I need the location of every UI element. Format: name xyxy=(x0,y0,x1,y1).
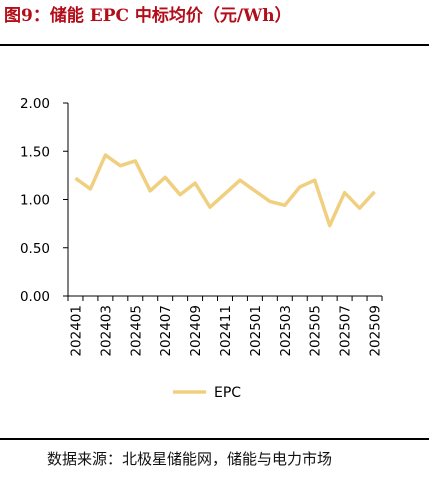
series-lines xyxy=(74,153,376,228)
x-tick-label: 202503 xyxy=(278,305,294,357)
legend: EPC xyxy=(173,385,241,401)
y-axis: 0.00 0.50 1.00 1.50 2.00 xyxy=(20,96,69,305)
legend-label: EPC xyxy=(214,385,241,401)
x-tick-label: 202403 xyxy=(98,305,114,357)
x-tick-label: 202405 xyxy=(128,305,144,357)
bottom-rule xyxy=(0,438,429,440)
x-axis: 202401 202403 202405 202407 202409 202411 2025… xyxy=(67,295,384,357)
y-tick-label: 0.50 xyxy=(20,241,50,257)
series-line-0 xyxy=(74,153,376,228)
x-tick-label: 202509 xyxy=(368,305,384,357)
x-tick-label: 202501 xyxy=(248,305,264,357)
top-rule xyxy=(0,44,429,46)
x-tick-label: 202409 xyxy=(188,305,204,357)
y-tick-label: 0.00 xyxy=(20,289,50,305)
x-tick-label: 202507 xyxy=(338,305,354,357)
y-tick-label: 1.00 xyxy=(20,193,50,209)
x-tick-label: 202505 xyxy=(308,305,324,357)
y-tick-label: 1.50 xyxy=(20,144,50,160)
y-tick-label: 2.00 xyxy=(20,96,50,112)
figure-title: 图9：储能 EPC 中标均价（元/Wh） xyxy=(4,6,292,26)
source-note: 数据来源：北极星储能网，储能与电力市场 xyxy=(47,450,333,468)
x-tick-label: 202411 xyxy=(218,305,234,357)
x-tick-label: 202407 xyxy=(158,305,174,357)
x-tick-label: 202401 xyxy=(68,305,84,357)
